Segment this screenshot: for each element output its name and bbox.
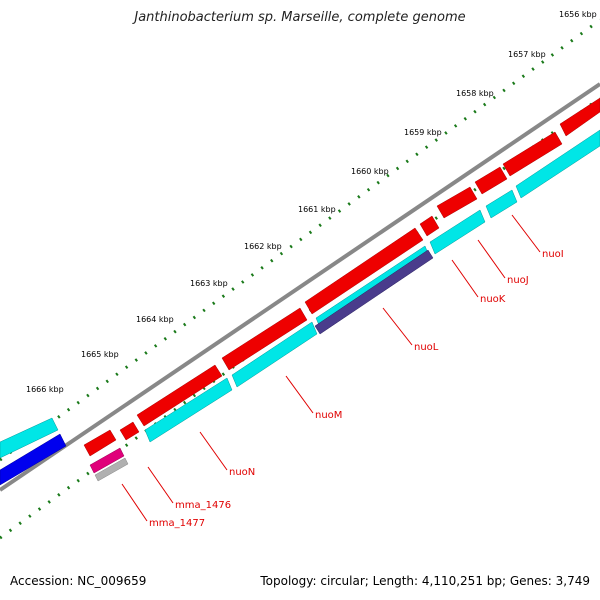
tick-label-1666: 1666 kbp (26, 385, 64, 394)
gene-red-10 (559, 97, 600, 137)
gene-label-nuoL: nuoL (414, 342, 439, 353)
tick-label-1662: 1662 kbp (244, 242, 282, 251)
gene-label-mma1476: mma_1476 (175, 500, 231, 511)
gene-red-8 (474, 166, 508, 195)
genome-summary-text: Topology: circular; Length: 4,110,251 bp… (260, 574, 590, 588)
tick-label-1657: 1657 kbp (508, 50, 546, 59)
gene-grey-mma1477 (94, 457, 129, 482)
tick-label-1659: 1659 kbp (404, 128, 442, 137)
gene-red-5 (304, 227, 424, 315)
gene-red-7 (436, 186, 478, 219)
gene-cyan-7 (515, 129, 600, 199)
accession-text: Accession: NC_009659 (10, 574, 147, 588)
tick-label-1656: 1656 kbp (559, 10, 597, 19)
tick-label-1665: 1665 kbp (81, 350, 119, 359)
tick-label-1661: 1661 kbp (298, 205, 336, 214)
gene-red-2 (119, 421, 140, 441)
gene-cyan-2 (144, 377, 233, 443)
gene-cyan-1 (0, 417, 59, 459)
gene-label-nuoM: nuoM (315, 410, 342, 421)
gene-red-4 (221, 307, 308, 371)
tick-label-1663: 1663 kbp (190, 279, 228, 288)
tick-label-1664: 1664 kbp (136, 315, 174, 324)
gene-red-6 (419, 215, 440, 237)
map-title: Janthinobacterium sp. Marseille, complet… (134, 10, 466, 25)
gene-blue-1 (0, 433, 67, 486)
outer-tick-track (0, 18, 600, 462)
gene-red-9 (502, 131, 563, 177)
gene-cyan-5 (429, 209, 486, 255)
scale-labels: 1656 kbp 1657 kbp 1658 kbp 1659 kbp 1660… (26, 10, 597, 394)
reverse-genes (0, 129, 600, 459)
tick-label-1658: 1658 kbp (456, 89, 494, 98)
gene-labels: nuoI nuoJ nuoK nuoL nuoM nuoN mma_1476 m… (149, 249, 564, 529)
gene-cyan-6 (485, 189, 518, 219)
gene-label-nuoK: nuoK (480, 294, 506, 305)
backbone-line (0, 82, 600, 492)
gene-red-3 (136, 364, 223, 427)
gene-purple-nuoL (314, 249, 434, 335)
gene-magenta-mma1476 (89, 447, 125, 474)
gene-label-nuoJ: nuoJ (507, 275, 529, 286)
gene-red-1 (83, 429, 117, 457)
tick-label-1660: 1660 kbp (351, 167, 389, 176)
forward-genes (83, 97, 600, 457)
gene-label-nuoN: nuoN (229, 467, 255, 478)
gene-label-mma1477: mma_1477 (149, 518, 205, 529)
gene-label-nuoI: nuoI (542, 249, 564, 260)
gene-cyan-3 (231, 321, 318, 388)
leader-lines (121, 214, 541, 522)
